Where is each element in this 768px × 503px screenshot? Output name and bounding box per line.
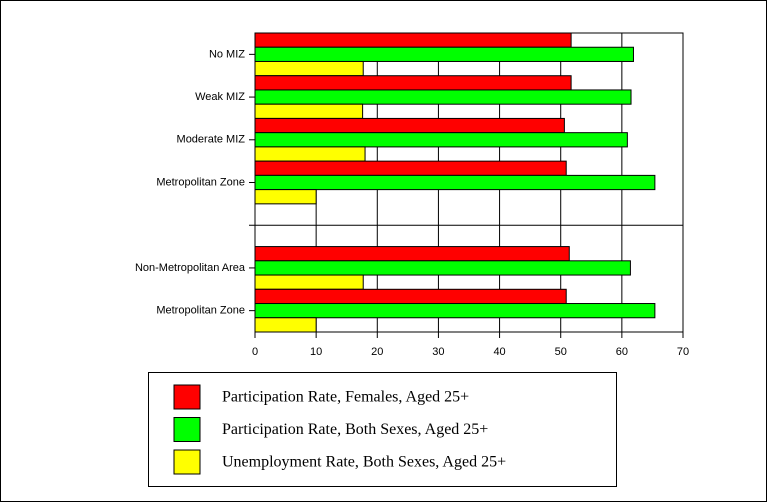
legend-box xyxy=(148,372,617,487)
bar xyxy=(254,89,632,105)
legend-label: Participation Rate, Females, Aged 25+ xyxy=(222,389,469,406)
bar xyxy=(254,274,364,290)
bar xyxy=(254,103,364,119)
bar xyxy=(254,189,317,205)
y-tick-label: Non-Metropolitan Area xyxy=(135,262,246,274)
bar xyxy=(254,146,366,162)
y-tick-label: Moderate MIZ xyxy=(177,134,246,146)
legend-swatch xyxy=(173,417,201,442)
y-tick-label: No MIZ xyxy=(209,48,245,60)
bar xyxy=(254,32,572,48)
bar xyxy=(254,260,631,276)
legend-swatch xyxy=(173,384,201,410)
bar xyxy=(254,46,634,62)
y-tick-label: Weak MIZ xyxy=(195,91,245,103)
bar xyxy=(254,60,364,77)
bar xyxy=(254,246,570,262)
bar xyxy=(254,132,628,148)
x-tick-label: 30 xyxy=(432,346,444,358)
bar xyxy=(254,117,565,134)
x-tick-label: 10 xyxy=(310,346,322,358)
x-tick-label: 40 xyxy=(493,346,505,358)
bar xyxy=(254,75,572,91)
bar xyxy=(254,317,317,333)
legend-label: Unemployment Rate, Both Sexes, Aged 25+ xyxy=(222,454,506,471)
legend-swatch xyxy=(173,449,201,475)
bar xyxy=(254,303,656,319)
plot-border xyxy=(254,32,684,333)
x-tick-label: 70 xyxy=(677,346,689,358)
x-tick-label: 50 xyxy=(555,346,567,358)
x-tick-label: 0 xyxy=(252,346,258,358)
bar xyxy=(254,288,567,305)
x-tick-label: 60 xyxy=(616,346,628,358)
bar xyxy=(254,160,567,176)
legend-label: Participation Rate, Both Sexes, Aged 25+ xyxy=(222,421,488,438)
bar xyxy=(254,174,656,191)
y-tick-label: Metropolitan Zone xyxy=(156,305,245,317)
y-tick-label: Metropolitan Zone xyxy=(156,176,245,188)
x-tick-label: 20 xyxy=(371,346,383,358)
